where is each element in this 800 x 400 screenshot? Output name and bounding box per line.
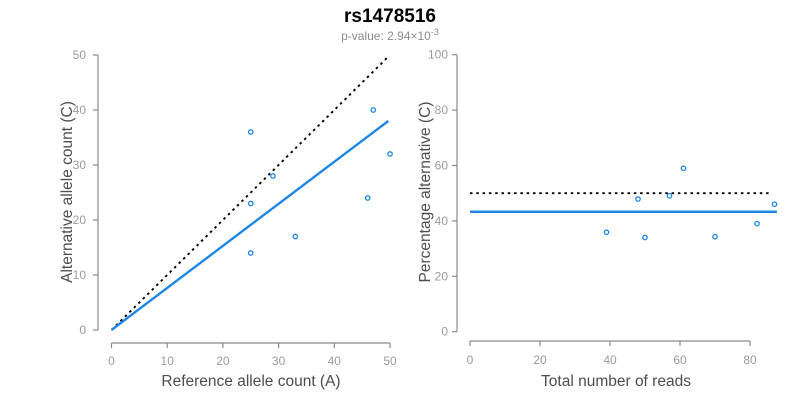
plot-subtitle: p-value: 2.94×10-3 [0,27,780,43]
y-tick-label: 40 [435,214,449,228]
x-tick-label: 60 [673,353,687,367]
y-tick-label: 40 [73,103,87,117]
data-point [370,107,377,113]
subtitle-exponent: -3 [430,27,439,37]
expected-ratio-line [110,120,390,331]
data-point [754,220,760,227]
data-point [642,234,648,241]
x-tick-label: 40 [603,353,617,367]
y-tick-label: 0 [79,323,86,337]
plot-title: rs1478516 [344,6,436,27]
left-plot: 0 10 20 30 40 50 0 10 20 30 40 50 Reference allele c… [59,48,397,390]
data-point [247,250,254,256]
y-tick-label: 10 [73,268,87,282]
y-axis-title: Percentage alternative (C) [417,102,434,283]
x-axis-title: Reference allele count (A) [161,373,340,390]
y-tick-label: 30 [73,158,87,172]
x-tick-label: 30 [272,354,286,368]
data-point [270,173,276,179]
data-point [603,229,610,236]
x-tick-label: 80 [743,353,757,367]
x-tick-label: 0 [108,354,115,368]
data-point [666,192,673,199]
data-point [712,233,718,240]
data-point [635,196,641,202]
data-point [771,201,778,208]
y-tick-label: 100 [428,48,448,62]
y-tick-label: 60 [435,159,449,173]
y-tick-label: 20 [435,269,449,283]
data-point [387,151,393,157]
x-tick-label: 10 [161,354,175,368]
x-tick-label: 40 [328,354,342,368]
data-point [292,233,299,240]
x-axis-title: Total number of reads [541,373,691,390]
y-tick-label: 20 [73,213,87,227]
x-tick-label: 50 [383,354,397,368]
data-point [364,195,371,201]
y-axis-title: Alternative allele count (C) [59,101,76,283]
y-tick-label: 50 [73,48,87,62]
subtitle-prefix: p-value: [341,29,388,43]
y-tick-label: 80 [435,103,449,117]
x-tick-label: 20 [533,353,547,367]
identity-line [110,54,391,331]
x-tick-label: 0 [467,353,474,367]
data-point [680,165,687,172]
x-tick-label: 20 [216,354,230,368]
y-tick-label: 0 [441,325,448,339]
right-plot: 0 20 40 60 80 100 0 20 40 60 80 Total number of rea… [417,48,778,390]
data-point [247,200,254,207]
subtitle-mantissa: 2.94×10 [387,29,431,43]
data-point [247,129,254,135]
